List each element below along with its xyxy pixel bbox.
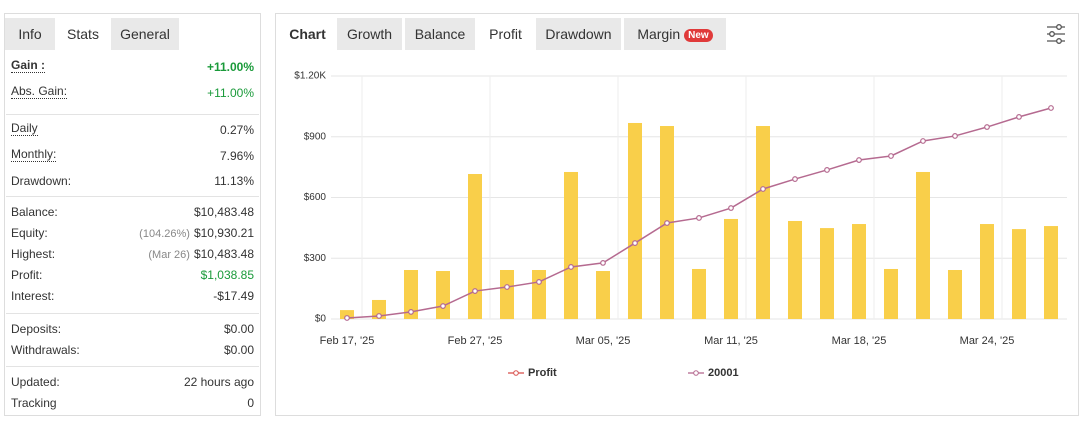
stat-label: Highest: (11, 247, 56, 261)
stat-value: $0.00 (224, 341, 254, 359)
stat-row: Tracking 0 (11, 394, 254, 412)
tab[interactable]: Chart (289, 26, 326, 42)
stat-value-text: 0 (247, 396, 254, 410)
stat-value: $0.00 (224, 320, 254, 338)
chart-panel: Chart Growth Balance Profit Drawdown Margin Ne… (275, 13, 1079, 416)
stat-value-text: $10,483.48 (193, 205, 254, 219)
stat-row: Interest: -$17.49 (11, 287, 254, 305)
tab[interactable]: Growth (337, 18, 402, 50)
stat-label: Equity: (11, 226, 48, 240)
stat-value-text: +11.00% (206, 60, 254, 74)
stat-row: Abs. Gain: +11.00% (11, 84, 254, 102)
stat-note: (Mar 26) (148, 249, 190, 261)
stat-label: Gain : (11, 58, 46, 73)
stat-label: Balance: (11, 205, 58, 219)
stat-value-text: $10,483.48 (193, 247, 254, 261)
stat-value: (104.26%) $10,930.21 (139, 224, 254, 243)
stat-label: Deposits: (11, 322, 62, 336)
stat-row: Daily 0.27% (11, 121, 254, 139)
stat-value-text: -$17.49 (213, 289, 254, 303)
stat-label: Profit: (11, 268, 43, 282)
stat-value: +11.00% (207, 84, 254, 102)
separator (6, 196, 259, 197)
stat-row: Gain : +11.00% (11, 58, 254, 76)
stat-value-text: $0.00 (223, 322, 254, 336)
stat-row: Deposits: $0.00 (11, 320, 254, 338)
stat-value-text: 0.27% (219, 123, 254, 137)
stat-row: Updated: 22 hours ago (11, 373, 254, 391)
separator (6, 313, 259, 314)
stat-value-text: $10,930.21 (193, 226, 254, 240)
stat-row: Withdrawals: $0.00 (11, 341, 254, 359)
stat-value: 7.96% (220, 147, 254, 165)
stat-value-text: 7.96% (219, 148, 254, 163)
stat-value: +11.00% (207, 58, 254, 76)
stat-row: Highest: (Mar 26) $10,483.48 (11, 245, 254, 263)
tab[interactable]: Info (5, 18, 55, 50)
stat-label: Tracking (11, 396, 57, 410)
stat-row: Profit: $1,038.85 (11, 266, 254, 284)
tab[interactable]: Profit (478, 18, 533, 50)
stat-label: Daily (11, 121, 38, 136)
tab[interactable]: General (111, 18, 179, 50)
stat-label: Withdrawals: (11, 343, 80, 357)
separator (6, 366, 259, 367)
stat-value-text: $0.00 (223, 343, 254, 357)
stat-label: Abs. Gain: (11, 84, 68, 99)
separator (6, 114, 259, 115)
tab[interactable]: Drawdown (536, 18, 621, 50)
stat-row: Balance: $10,483.48 (11, 203, 254, 221)
stats-panel: Info Stats General Gain : +11.00% Abs. Gain: +… (4, 13, 261, 416)
stat-label: Monthly: (11, 146, 57, 162)
stat-value: $10,483.48 (194, 203, 254, 221)
stat-value: $1,038.85 (201, 266, 254, 284)
stat-row: Drawdown: 11.13% (11, 172, 254, 190)
stat-value-text: 11.13% (214, 174, 254, 188)
stat-value: (Mar 26) $10,483.48 (148, 245, 254, 264)
stat-value-text: 22 hours ago (183, 375, 254, 389)
stat-value-text: $1,038.85 (200, 268, 254, 282)
tab[interactable]: Balance (405, 18, 475, 50)
stat-value: 22 hours ago (184, 373, 254, 391)
stat-value: 11.13% (214, 172, 254, 190)
stat-value: 0 (247, 394, 254, 412)
stat-note: (104.26%) (139, 228, 190, 240)
stat-label: Interest: (11, 289, 55, 303)
stat-row: Equity: (104.26%) $10,930.21 (11, 224, 254, 242)
tab[interactable]: Margin New (624, 18, 726, 50)
stat-row: Monthly: 7.96% (11, 147, 254, 165)
stat-value: -$17.49 (213, 287, 254, 305)
badge: New (684, 29, 713, 42)
stat-value: 0.27% (220, 121, 254, 139)
tab[interactable]: Stats (56, 18, 110, 50)
stat-label: Updated: (11, 375, 60, 389)
stat-label: Drawdown: (11, 174, 72, 188)
stat-value-text: +11.00% (207, 86, 254, 100)
settings-icon[interactable] (1044, 22, 1068, 46)
